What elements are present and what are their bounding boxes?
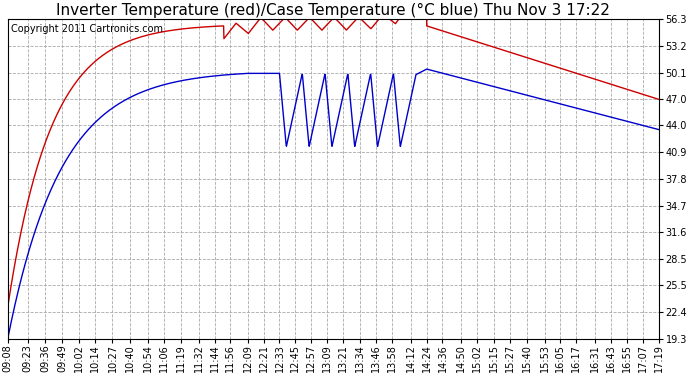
Text: Copyright 2011 Cartronics.com: Copyright 2011 Cartronics.com xyxy=(11,24,163,34)
Title: Inverter Temperature (red)/Case Temperature (°C blue) Thu Nov 3 17:22: Inverter Temperature (red)/Case Temperat… xyxy=(56,3,610,18)
